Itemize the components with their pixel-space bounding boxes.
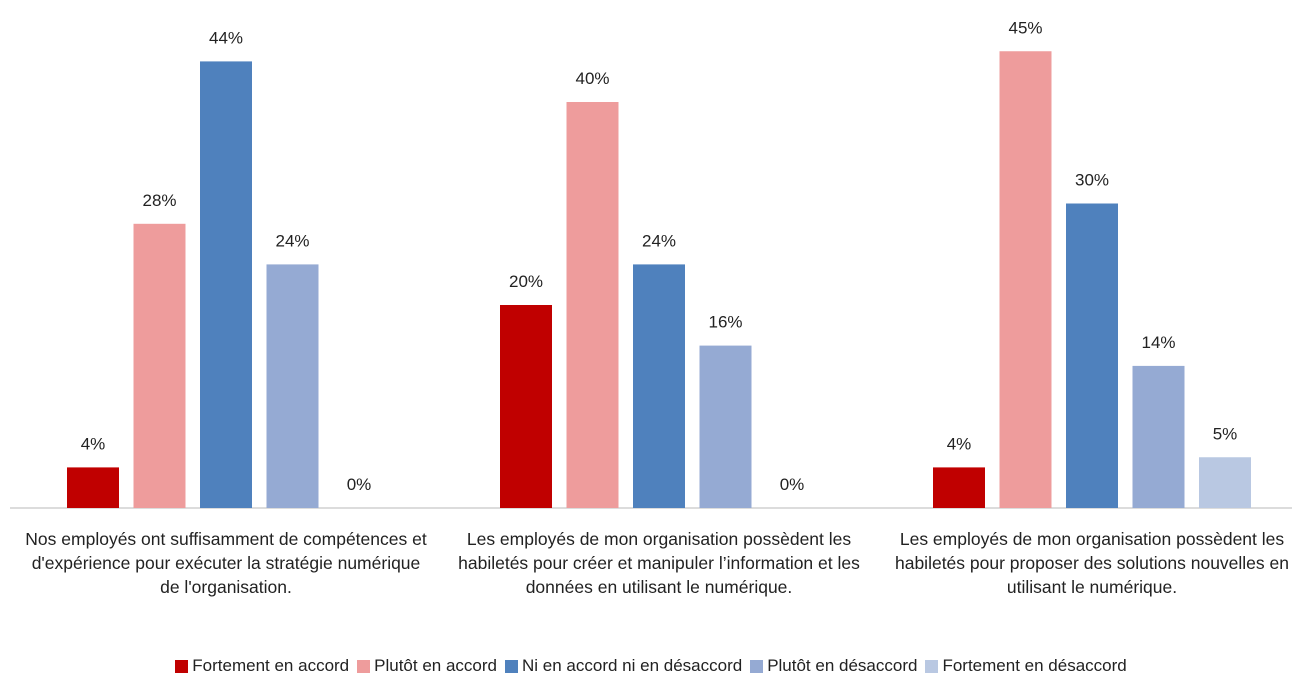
- category-label: Les employés de mon organisation possède…: [894, 529, 1289, 597]
- legend-swatch: [175, 659, 189, 673]
- value-label: 24%: [642, 231, 676, 250]
- value-label: 0%: [780, 475, 805, 494]
- value-label: 16%: [708, 313, 742, 332]
- category-label: Les employés de mon organisation possède…: [458, 529, 860, 597]
- bar: [1132, 365, 1185, 508]
- value-label: 4%: [81, 434, 106, 453]
- bar: [200, 61, 252, 509]
- value-label: 5%: [1213, 424, 1238, 443]
- value-label: 4%: [947, 434, 972, 453]
- value-label: 30%: [1075, 171, 1109, 190]
- legend-label: Fortement en désaccord: [942, 656, 1127, 675]
- legend: Fortement en accord Plutôt en accord Ni en…: [0, 656, 1302, 676]
- legend-item: Plutôt en désaccord: [750, 656, 917, 676]
- bar: [1066, 203, 1118, 508]
- legend-item: Ni en accord ni en désaccord: [505, 656, 742, 676]
- value-label: 14%: [1141, 333, 1175, 352]
- value-label: 45%: [1008, 18, 1042, 37]
- legend-swatch: [505, 659, 518, 673]
- legend-swatch: [357, 659, 371, 673]
- value-label: 44%: [209, 28, 243, 47]
- value-label: 24%: [275, 231, 309, 250]
- legend-swatch: [750, 659, 764, 673]
- legend-item: Fortement en désaccord: [925, 656, 1127, 676]
- bar: [133, 223, 186, 509]
- value-label: 40%: [575, 69, 609, 88]
- legend-label: Plutôt en désaccord: [767, 656, 918, 675]
- bar: [500, 305, 552, 508]
- bar: [1199, 457, 1251, 508]
- legend-label: Plutôt en accord: [374, 656, 497, 675]
- bar: [67, 467, 119, 508]
- legend-item: Fortement en accord: [175, 656, 349, 676]
- bar: [566, 102, 619, 508]
- value-label: 20%: [509, 272, 543, 291]
- bar: [999, 51, 1052, 508]
- bar: [699, 345, 752, 508]
- bar: [933, 467, 985, 508]
- category-label: Nos employés ont suffisamment de compéte…: [25, 529, 427, 597]
- legend-item: Plutôt en accord: [357, 656, 497, 676]
- legend-swatch: [925, 659, 939, 673]
- bar: [633, 264, 685, 508]
- bar: [266, 264, 319, 508]
- legend-label: Ni en accord ni en désaccord: [522, 656, 743, 675]
- value-label: 0%: [347, 475, 372, 494]
- legend-label: Fortement en accord: [192, 656, 350, 675]
- value-label: 28%: [142, 191, 176, 210]
